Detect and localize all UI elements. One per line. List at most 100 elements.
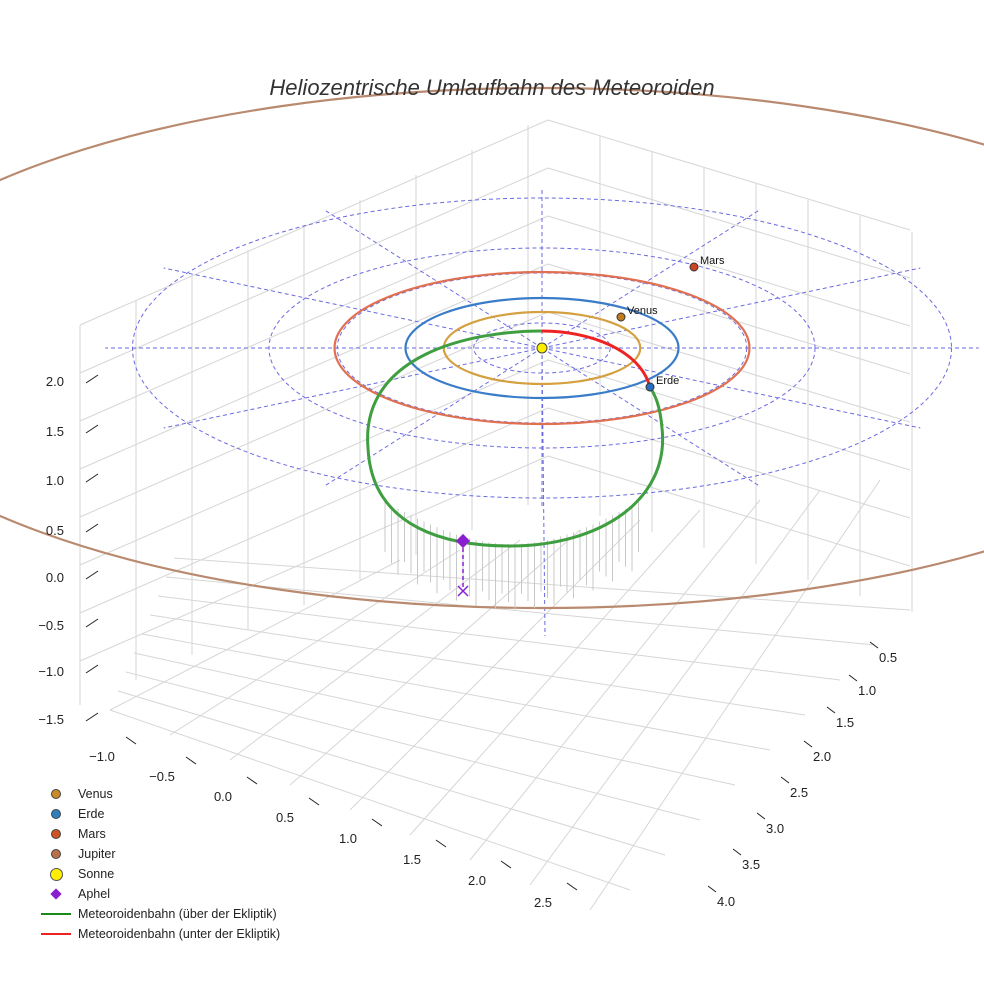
grid-line [79, 407, 549, 614]
legend-symbol [34, 824, 78, 844]
x-tick-mark [125, 736, 137, 745]
grid-line [109, 559, 401, 711]
z-tick-mark [85, 374, 99, 384]
legend-item: Meteoroidenbahn (über der Ekliptik) [34, 904, 280, 924]
grid-line [157, 595, 841, 681]
grid-radial [541, 347, 921, 429]
y-tick-label: 2.5 [790, 785, 808, 800]
legend-item: Meteoroidenbahn (unter der Ekliptik) [34, 924, 280, 944]
x-tick-mark [566, 882, 578, 891]
legend-symbol [34, 864, 78, 884]
legend-label: Erde [78, 807, 105, 821]
planet-label-mars: Mars [700, 255, 725, 267]
grid-line [547, 407, 911, 519]
grid-radial [541, 347, 761, 487]
z-tick-label: 0.0 [46, 570, 64, 585]
z-tick-mark [85, 424, 99, 434]
orbit-jupiter [0, 86, 984, 610]
legend-dot-icon [51, 809, 61, 819]
grid-line [289, 529, 581, 786]
legend-label: Meteoroidenbahn (über der Ekliptik) [78, 907, 277, 921]
y-tick-label: 0.5 [879, 650, 897, 665]
z-tick-mark [85, 523, 99, 533]
grid-line [547, 215, 911, 327]
grid-line [79, 167, 549, 374]
legend-sun-icon [49, 867, 63, 881]
legend-symbol [34, 904, 78, 924]
x-tick-mark [246, 776, 258, 785]
y-tick-label: 2.0 [813, 749, 831, 764]
legend-item: Erde [34, 804, 280, 824]
grid-radial [323, 209, 543, 349]
y-tick-mark [707, 885, 717, 893]
z-tick-label: 1.0 [46, 473, 64, 488]
x-tick-mark [435, 839, 447, 848]
grid-line [589, 479, 881, 911]
legend-item: Aphel [34, 884, 280, 904]
x-tick-label: 2.5 [534, 895, 552, 910]
legend-symbol [34, 924, 78, 944]
y-tick-mark [826, 706, 836, 714]
grid-line [133, 652, 736, 786]
grid-line [547, 311, 911, 423]
legend: Venus Erde Mars Jupiter Sonne Aphel Meteoroide… [34, 784, 280, 944]
x-tick-label: 0.5 [276, 810, 294, 825]
z-tick-mark [85, 712, 99, 722]
grid-line [173, 557, 911, 611]
planet-mars [689, 262, 699, 272]
orbit-mars [333, 270, 751, 426]
legend-label: Meteoroidenbahn (unter der Ekliptik) [78, 927, 281, 941]
grid-radial [323, 347, 543, 487]
meteoroid-orbit-below [541, 329, 652, 388]
planet-label-erde: Erde [656, 375, 679, 387]
x-tick-label: −1.0 [89, 749, 115, 764]
grid-line [79, 119, 549, 326]
legend-line-icon [41, 933, 71, 935]
legend-item: Venus [34, 784, 280, 804]
z-tick-mark [85, 473, 99, 483]
z-tick-label: 1.5 [46, 424, 64, 439]
meteoroid-orbit-above [366, 329, 665, 548]
grid-line [117, 690, 666, 856]
legend-symbol [34, 784, 78, 804]
grid-radial [541, 347, 546, 637]
aphel-marker [455, 533, 471, 549]
grid-line [349, 519, 641, 811]
legend-label: Sonne [78, 867, 115, 881]
grid-line [229, 539, 521, 761]
y-tick-mark [848, 674, 858, 682]
grid-line [79, 311, 549, 518]
y-tick-label: 3.0 [766, 821, 784, 836]
grid-line [547, 359, 911, 471]
planet-venus [616, 312, 626, 322]
orbit-erde [404, 296, 680, 400]
x-tick-mark [371, 818, 383, 827]
chart-title: Heliozentrische Umlaufbahn des Meteoroid… [269, 75, 714, 100]
z-tick-label: −1.0 [38, 664, 64, 679]
legend-item: Sonne [34, 864, 280, 884]
y-tick-mark [780, 776, 790, 784]
planet-erde [645, 382, 655, 392]
ticks-layer: 2.0 1.5 1.0 0.5 0.0 −0.5 −1.0 −1.5 −1.0 −0.5 0.0 0.… [38, 374, 897, 910]
z-tick-mark [85, 570, 99, 580]
legend-label: Aphel [78, 887, 110, 901]
x-tick-label: 0.0 [214, 789, 232, 804]
legend-label: Mars [78, 827, 106, 841]
grid-radial [541, 267, 921, 349]
grid-line [547, 167, 911, 279]
y-tick-mark [732, 848, 742, 856]
grid-line [79, 263, 549, 470]
legend-line-icon [41, 913, 71, 915]
y-tick-mark [869, 641, 879, 649]
legend-symbol [34, 844, 78, 864]
legend-item: Jupiter [34, 844, 280, 864]
x-tick-mark [308, 797, 320, 806]
legend-label: Venus [78, 787, 113, 801]
z-tick-mark [85, 618, 99, 628]
grid-line [469, 499, 761, 861]
y-tick-label: 1.0 [858, 683, 876, 698]
x-tick-label: −0.5 [149, 769, 175, 784]
grid-line [149, 614, 806, 716]
grid-line [109, 709, 631, 891]
legend-dot-icon [51, 789, 61, 799]
